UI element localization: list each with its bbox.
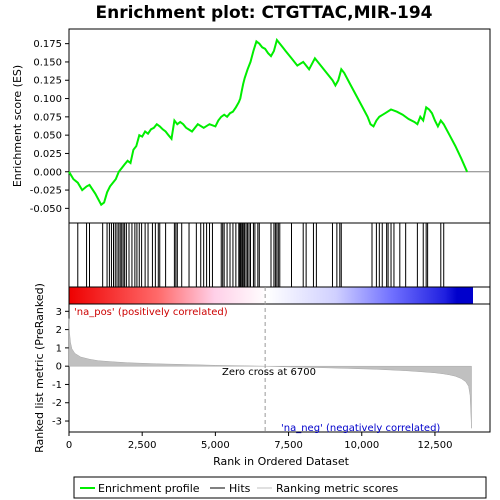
legend-label-hits: Hits [229,482,251,495]
es-y-tick-label: 0.000 [33,167,62,178]
ranking-metric-area [68,318,472,429]
es-panel-frame [68,28,491,224]
metric-panel-frame [68,303,491,433]
negative-label: 'na_neg' (negatively correlated) [281,423,440,434]
x-tick-label: 7,500 [274,440,303,451]
x-tick-label: 2,500 [128,440,157,451]
metric-y-tick-label: 3 [56,307,62,318]
es-y-tick-label: 0.075 [33,112,62,123]
metric-y-tick-label: 0 [56,362,62,373]
ranking-heat-bar [69,287,473,304]
x-tick-label: 10,000 [344,440,379,451]
es-y-tick-label: 0.050 [33,131,62,142]
es-axis-label: Enrichment score (ES) [11,65,24,187]
es-y-tick-label: 0.125 [33,76,62,87]
es-y-tick-label: 0.025 [33,149,62,160]
x-tick-label: 12,500 [417,440,452,451]
legend-label-enrichment: Enrichment profile [98,482,200,495]
legend: Enrichment profile Hits Ranking metric s… [73,476,487,499]
metric-y-tick-label: 2 [56,325,62,336]
metric-y-tick-label: -2 [52,398,62,409]
metric-y-tick-label: 1 [56,343,62,354]
x-tick-label: 5,000 [201,440,230,451]
enrichment-profile-line [68,37,469,207]
metric-y-tick-label: -1 [52,380,62,391]
metric-y-tick-label: -3 [52,417,62,428]
legend-box [73,476,487,499]
legend-label-metric: Ranking metric scores [276,482,398,495]
es-y-tick-label: 0.150 [33,57,62,68]
chart-title: Enrichment plot: CTGTTAC,MIR-194 [96,3,433,23]
positive-label: 'na_pos' (positively correlated) [74,307,228,318]
metric-axis-label: Ranked list metric (PreRanked) [33,283,46,453]
es-y-tick-label: -0.050 [30,204,62,215]
es-y-tick-label: 0.175 [33,39,62,50]
es-y-tick-label: -0.025 [30,186,62,197]
es-y-tick-label: 0.100 [33,94,62,105]
x-tick-label: 0 [66,440,72,451]
x-axis-label: Rank in Ordered Dataset [213,455,350,468]
zero-cross-label: Zero cross at 6700 [222,367,316,378]
